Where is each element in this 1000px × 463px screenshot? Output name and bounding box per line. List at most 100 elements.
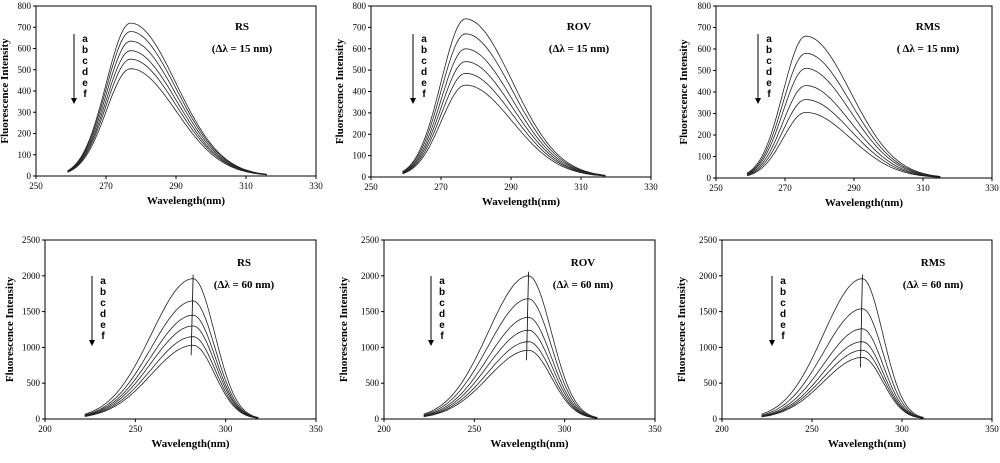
series-line-d [746, 85, 941, 178]
x-tick-label: 250 [364, 182, 378, 192]
x-tick-label: 200 [38, 424, 52, 434]
series-line-c [402, 48, 606, 176]
x-tick-label: 310 [916, 183, 930, 193]
legend-letter-e: e [100, 320, 106, 331]
legend-letter-e: e [780, 320, 786, 331]
y-tick-label: 0 [707, 173, 712, 183]
y-tick-label: 2000 [22, 271, 41, 281]
chart-panel-3: 0 100 200 300 400 500 600 700 800 250 270 290 310 330… [678, 1, 999, 209]
plot-frame [383, 239, 656, 420]
legend-letter-d: d [421, 67, 427, 78]
legend-letter-d: d [100, 309, 106, 320]
y-axis-title: Fluorescence Intensity [4, 276, 16, 382]
peak-guide-line [526, 271, 529, 361]
y-tick-label: 600 [18, 44, 32, 54]
chart-panel-2: 0 100 200 300 400 500 600 700 800 250 270 290 310 330… [334, 1, 658, 208]
x-tick-label: 350 [648, 424, 662, 434]
x-axis-title: Wavelength(nm) [151, 438, 230, 450]
peak-guide-line [860, 274, 863, 368]
chart-panel-1: 0 100 200 300 400 500 600 700 800 250 270 290 310 330… [0, 1, 323, 207]
trend-arrow-head [410, 98, 416, 104]
legend-letter-c: c [421, 56, 427, 67]
y-tick-label: 1000 [22, 342, 41, 352]
legend-letter-e: e [82, 78, 88, 89]
y-tick-label: 0 [375, 414, 380, 424]
x-tick-label: 290 [847, 183, 861, 193]
series-line-e [423, 341, 598, 419]
series-line-a [402, 18, 606, 176]
legend-letter-b: b [766, 45, 772, 56]
delta-lambda-label: (Δλ = 15 nm) [212, 43, 273, 55]
x-axis-title: Wavelength(nm) [825, 197, 904, 209]
y-tick-label: 500 [18, 65, 32, 75]
series-line-b [761, 308, 924, 419]
series-line-d [761, 341, 924, 419]
trend-arrow-head [89, 340, 95, 346]
series-line-d [423, 329, 598, 419]
plot-frame [715, 5, 993, 179]
x-tick-label: 330 [309, 181, 323, 191]
legend-letter-a: a [439, 276, 445, 287]
plot-frame [35, 5, 317, 177]
x-tick-label: 290 [169, 181, 183, 191]
y-tick-label: 0 [713, 414, 718, 424]
series-line-f [423, 349, 598, 419]
y-tick-label: 500 [698, 66, 712, 76]
y-tick-label: 400 [353, 87, 367, 97]
legend-letter-f: f [101, 331, 105, 342]
legend-letter-f: f [422, 89, 426, 100]
series-line-a [84, 278, 259, 418]
peak-guide-line [190, 274, 194, 356]
legend-letter-d: d [780, 309, 786, 320]
x-tick-label: 270 [99, 181, 113, 191]
y-axis-title: Fluorescence Intensity [338, 276, 350, 382]
x-axis-title: Wavelength(nm) [482, 196, 561, 208]
series-line-b [84, 300, 259, 419]
series-line-f [761, 356, 924, 419]
series-line-a [761, 278, 924, 418]
y-tick-label: 2000 [361, 271, 380, 281]
legend-letter-c: c [766, 56, 772, 67]
series-line-f [746, 112, 941, 178]
series-line-e [761, 349, 924, 419]
y-axis-title: Fluorescence Intensity [678, 39, 690, 145]
legend-letter-d: d [766, 67, 772, 78]
legend-letter-b: b [780, 287, 786, 298]
x-tick-label: 250 [468, 424, 482, 434]
series-line-b [402, 33, 606, 176]
x-tick-label: 300 [219, 424, 233, 434]
series-line-e [67, 58, 268, 176]
x-tick-label: 350 [985, 424, 999, 434]
y-tick-label: 0 [36, 414, 41, 424]
x-axis-title: Wavelength(nm) [490, 438, 569, 450]
legend-letter-e: e [439, 320, 445, 331]
series-line-d [67, 50, 268, 175]
y-tick-label: 300 [698, 109, 712, 119]
series-line-a [423, 275, 598, 418]
plot-frame [44, 239, 317, 420]
series-line-f [84, 344, 259, 419]
legend-letter-d: d [82, 67, 88, 78]
y-tick-label: 700 [353, 22, 367, 32]
x-tick-label: 300 [895, 424, 909, 434]
y-tick-label: 500 [353, 65, 367, 75]
series-line-c [84, 314, 259, 419]
y-tick-label: 600 [698, 44, 712, 54]
legend-letter-f: f [781, 331, 785, 342]
y-tick-label: 700 [698, 23, 712, 33]
y-tick-label: 100 [353, 151, 367, 161]
sample-label: RS [237, 257, 251, 269]
series-line-c [746, 68, 941, 178]
x-tick-label: 270 [778, 183, 792, 193]
y-tick-label: 0 [362, 172, 367, 182]
y-tick-label: 1000 [361, 342, 380, 352]
y-tick-label: 800 [698, 1, 712, 11]
series-line-c [761, 328, 924, 419]
x-axis-title: Wavelength(nm) [828, 438, 907, 450]
series-line-d [84, 325, 259, 419]
y-tick-label: 200 [353, 129, 367, 139]
y-tick-label: 800 [18, 1, 32, 11]
x-tick-label: 290 [504, 182, 518, 192]
x-tick-label: 310 [574, 182, 588, 192]
y-tick-label: 0 [27, 171, 32, 181]
